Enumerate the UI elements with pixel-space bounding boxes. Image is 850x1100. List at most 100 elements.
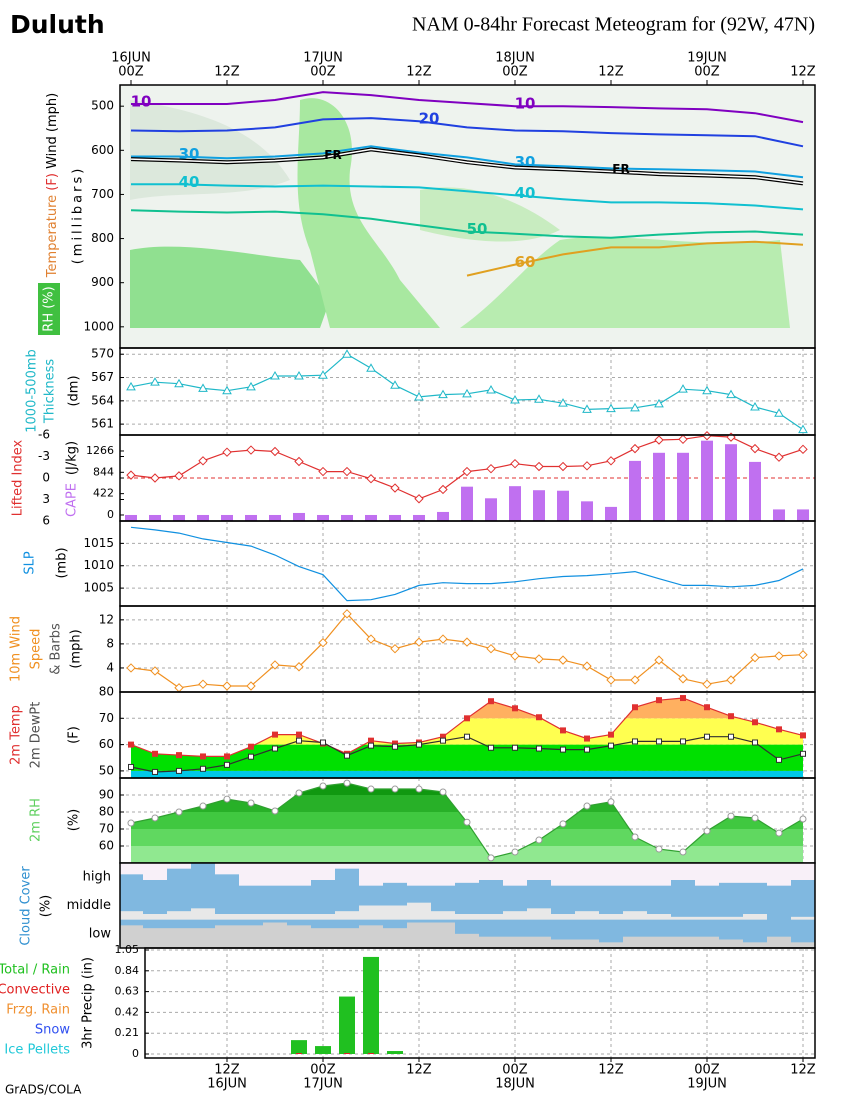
y-tick-label: 1010 — [83, 558, 114, 572]
x-day-label: 18JUN — [495, 1077, 535, 1092]
contour-inner — [130, 148, 804, 185]
y-tick-label: 1.05 — [115, 943, 140, 956]
axis-label: 3hr Precip (in) — [81, 957, 96, 1049]
y-tick-label: 0 — [132, 1047, 139, 1060]
cloud-cell — [479, 936, 503, 948]
contour-label: FR — [324, 148, 341, 162]
rh-label-box — [38, 283, 60, 335]
bar — [485, 498, 497, 521]
marker — [727, 812, 735, 820]
marker — [390, 380, 400, 389]
y-tick-label: 3 — [42, 492, 50, 506]
marker — [582, 404, 592, 413]
cloud-row-label: high — [83, 870, 111, 885]
marker — [199, 802, 207, 810]
marker — [152, 768, 158, 775]
bar — [339, 996, 355, 1054]
panel-frame — [144, 947, 816, 1059]
marker — [751, 814, 759, 822]
axis-label: Cloud Cover — [19, 866, 34, 946]
contour — [131, 145, 804, 179]
marker — [486, 384, 496, 394]
x-tick-label: 00Z — [118, 65, 144, 80]
y-tick-label: 800 — [91, 231, 114, 245]
fill-band — [131, 770, 803, 778]
contour-label: 50 — [467, 220, 488, 238]
bar — [363, 956, 379, 1054]
contour-label: FR — [612, 162, 629, 176]
marker — [415, 785, 423, 793]
y-tick-label: 70 — [99, 822, 114, 836]
axis-label: (mph) — [69, 629, 84, 668]
cloud-cell — [239, 863, 263, 886]
cloud-cell — [647, 914, 671, 920]
cloud-cell — [575, 939, 599, 948]
bar — [269, 514, 281, 521]
marker — [512, 705, 518, 712]
cloud-cell — [167, 928, 191, 948]
marker — [704, 704, 710, 711]
marker — [608, 731, 614, 738]
x-tick-label: 12Z — [406, 65, 432, 80]
bar — [365, 514, 377, 521]
marker — [678, 434, 688, 445]
contour — [131, 183, 804, 211]
marker — [296, 731, 302, 738]
bar — [557, 490, 569, 521]
cloud-cell — [575, 863, 599, 886]
cloud-cell — [551, 863, 575, 886]
axis-label: SLP — [23, 551, 38, 574]
cloud-cell — [335, 928, 359, 948]
x-tick-label: 12Z — [214, 65, 240, 80]
panel — [120, 606, 815, 693]
cloud-cell — [599, 863, 623, 886]
cloud-cell — [239, 925, 263, 948]
legend-entry: Snow — [35, 1023, 70, 1038]
legend-entry: Total / Rain — [0, 963, 70, 978]
x-tick-label: 12Z — [598, 65, 624, 80]
contour-label: 20 — [419, 110, 440, 128]
marker — [342, 609, 352, 619]
bar — [509, 486, 521, 521]
marker — [176, 767, 182, 774]
marker — [632, 704, 638, 711]
bar — [197, 514, 209, 521]
marker — [774, 408, 784, 417]
marker — [678, 674, 688, 684]
panel — [120, 521, 815, 606]
x-tick-label: 00Z — [502, 65, 528, 80]
marker — [438, 389, 448, 399]
marker — [584, 735, 590, 742]
marker — [558, 461, 568, 472]
marker — [462, 466, 472, 477]
cloud-cell — [479, 914, 503, 920]
rh-area — [130, 246, 330, 328]
title: NAM 0-84hr Forecast Meteogram for (92W, … — [412, 14, 815, 36]
cloud-cell — [623, 863, 647, 886]
axis-label: (millibars) — [71, 166, 86, 265]
cloud-cell — [263, 863, 287, 886]
marker — [656, 738, 662, 745]
marker — [800, 732, 806, 739]
marker — [270, 446, 280, 457]
y-tick-label: 0.63 — [115, 985, 140, 998]
x-tick-label: 12Z — [598, 1063, 624, 1078]
marker — [151, 814, 159, 822]
cloud-cell — [527, 908, 551, 920]
y-tick-label: 561 — [91, 417, 114, 431]
marker — [774, 651, 784, 661]
marker — [319, 782, 327, 790]
marker — [246, 445, 256, 455]
marker — [654, 435, 664, 445]
marker — [198, 679, 208, 689]
cloud-cell — [120, 911, 143, 920]
contour — [131, 91, 804, 124]
marker — [535, 836, 543, 844]
marker — [320, 739, 326, 746]
marker — [342, 349, 352, 358]
y-tick-label: 4 — [106, 660, 114, 674]
cloud-cell — [647, 863, 671, 886]
marker — [752, 739, 758, 746]
marker — [486, 463, 496, 474]
